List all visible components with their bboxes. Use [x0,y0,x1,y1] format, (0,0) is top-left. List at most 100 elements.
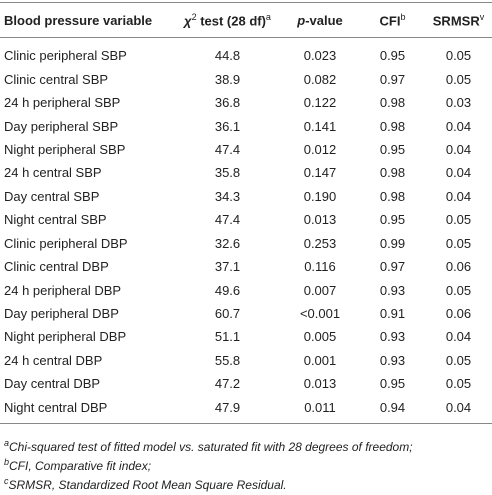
cell: 0.023 [303,48,337,64]
cell: 0.06 [445,259,472,275]
footnote: cSRMSR, Standardized Root Mean Square Re… [0,472,492,492]
table-row: Day central DBP 47.2 0.013 0.95 0.05 [0,372,492,395]
cell: 38.9 [214,71,241,87]
cell: 0.06 [445,306,472,322]
cell: 44.8 [214,48,241,64]
table-row: Day peripheral DBP 60.7 <0.001 0.91 0.06 [0,302,492,325]
cell: <0.001 [299,306,341,322]
cell: 0.012 [303,141,337,157]
header-cell: χ2 test (28 df)a [175,3,280,38]
cell: 0.011 [304,399,336,415]
row-label: Day peripheral DBP [4,306,119,322]
cell: 34.3 [214,188,241,204]
footnote-mark: c [4,476,9,486]
table-row: Night peripheral DBP 51.1 0.005 0.93 0.04 [0,325,492,348]
header-cell: Blood pressure variable [0,3,175,38]
cell: 0.04 [445,188,472,204]
cell: 0.04 [445,165,472,181]
cell: 0.97 [379,259,406,275]
cell: 0.95 [379,48,406,64]
cell: 0.05 [445,376,472,392]
footnote-ref: a [265,11,271,22]
cell: 0.141 [303,118,337,134]
cell: 0.05 [445,48,472,64]
row-label: 24 h central SBP [4,165,102,181]
row-label: Clinic peripheral SBP [4,48,127,64]
row-label: Day central DBP [4,376,101,392]
header-cell: SRMSRv [425,3,492,38]
table-row: Day peripheral SBP 36.1 0.141 0.98 0.04 [0,114,492,137]
cell: 51.1 [214,329,241,345]
cell: 0.082 [303,71,337,87]
row-label: Night peripheral DBP [4,329,127,345]
cell: 55.8 [214,352,241,368]
cell: 36.8 [214,95,241,111]
cell: 60.7 [214,306,241,322]
cell: 0.116 [304,259,336,275]
row-label: Clinic peripheral DBP [4,235,128,251]
cell: 35.8 [214,165,241,181]
cell: 0.95 [379,212,406,228]
row-label: Day central SBP [4,188,100,204]
data-table: Blood pressure variable χ2 test (28 df)a… [0,2,492,424]
footnote-text: SRMSR, Standardized Root Mean Square Res… [8,478,287,492]
header-row: Blood pressure variable χ2 test (28 df)a… [0,2,492,38]
cell: 0.91 [379,306,406,322]
header-text: p [297,12,306,28]
cell: 0.05 [445,282,472,298]
cell: 0.04 [445,141,472,157]
table-row: Night central SBP 47.4 0.013 0.95 0.05 [0,208,492,231]
cell: 0.001 [303,352,337,368]
footnote-mark: a [4,438,10,448]
cell: 0.005 [303,329,337,345]
row-label: Clinic central SBP [4,71,109,87]
footnote-ref: b [400,11,406,22]
row-label: 24 h central DBP [4,352,103,368]
row-label: Night central DBP [4,399,108,415]
header-text: Blood pressure variable [4,12,153,28]
header-cell: p-value [280,3,360,38]
row-label: 24 h peripheral DBP [4,282,122,298]
cell: 47.4 [214,212,241,228]
footnotes: aChi-squared test of fitted model vs. sa… [0,434,492,492]
footnote: aChi-squared test of fitted model vs. sa… [0,434,492,454]
header-text: -value [305,12,343,28]
cell: 0.95 [379,141,406,157]
cell: 36.1 [214,118,241,134]
cell: 0.97 [379,71,406,87]
cell: 47.4 [214,141,241,157]
cell: 0.03 [445,95,472,111]
table-row: 24 h central DBP 55.8 0.001 0.93 0.05 [0,349,492,372]
row-label: Clinic central DBP [4,259,109,275]
cell: 0.93 [379,352,406,368]
cell: 0.007 [303,282,337,298]
table-row: Clinic peripheral SBP 44.8 0.023 0.95 0.05 [0,38,492,68]
cell: 47.9 [214,399,241,415]
table-header: Blood pressure variable χ2 test (28 df)a… [0,2,492,38]
cell: 0.93 [379,282,406,298]
cell: 0.122 [303,95,337,111]
cell: 0.98 [379,95,406,111]
cell: 0.93 [379,329,406,345]
table-row: Day central SBP 34.3 0.190 0.98 0.04 [0,185,492,208]
table-row: 24 h peripheral DBP 49.6 0.007 0.93 0.05 [0,278,492,301]
footnote-text: Chi-squared test of fitted model vs. sat… [9,440,413,454]
cell: 0.04 [445,118,472,134]
cell: 0.04 [445,329,472,345]
row-label: Night peripheral SBP [4,141,126,157]
header-text: SRMSR [432,13,480,29]
row-label: Night central SBP [4,212,107,228]
header-text: test (28 df) [196,13,266,29]
table-body: Clinic peripheral SBP 44.8 0.023 0.95 0.05 Cl… [0,38,492,424]
cell: 0.05 [445,352,472,368]
cell: 0.013 [303,212,337,228]
cell: 0.190 [303,188,337,204]
cell: 0.013 [303,376,337,392]
cell: 0.253 [303,235,337,251]
header-text: χ [184,13,192,29]
table-row: Night central DBP 47.9 0.011 0.94 0.04 [0,396,492,424]
row-label: Day peripheral SBP [4,118,119,134]
header-cell: CFIb [360,3,425,38]
cell: 0.98 [379,118,406,134]
